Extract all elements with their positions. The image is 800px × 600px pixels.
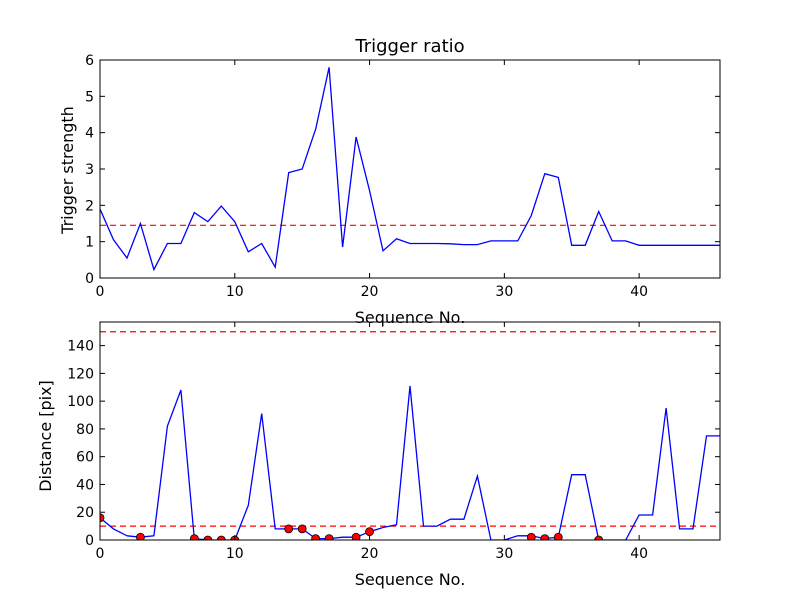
data-marker <box>526 532 536 540</box>
y-tick-label: 0 <box>85 533 94 549</box>
x-axis-label: Sequence No. <box>355 308 466 327</box>
x-tick-label: 30 <box>495 284 513 300</box>
plot-area <box>100 67 720 272</box>
y-tick-label: 20 <box>76 505 94 521</box>
x-tick-label: 0 <box>96 546 105 562</box>
data-marker <box>365 527 374 537</box>
data-marker <box>553 532 563 540</box>
y-tick-label: 3 <box>85 162 94 178</box>
axes-frame <box>99 321 721 541</box>
series-line <box>100 67 720 272</box>
data-marker <box>216 535 226 540</box>
y-tick-label: 140 <box>67 339 94 355</box>
data-marker <box>297 524 307 534</box>
x-tick-label: 20 <box>361 546 379 562</box>
x-tick-label: 10 <box>226 546 244 562</box>
x-tick-label: 0 <box>96 284 105 300</box>
distance-chart: Distance [pix] Sequence No. 0 10 20 30 40 0 20… <box>36 321 721 589</box>
y-tick-label: 100 <box>67 394 94 410</box>
data-marker <box>203 535 213 540</box>
x-tick-label: 30 <box>495 546 513 562</box>
y-axis-label: Trigger strength <box>58 106 77 235</box>
data-marker <box>594 535 604 540</box>
x-axis-label: Sequence No. <box>355 570 466 589</box>
y-tick-label: 80 <box>76 422 94 438</box>
data-marker <box>136 532 145 540</box>
y-tick-label: 2 <box>85 198 94 214</box>
data-marker <box>100 513 105 523</box>
x-tick-label: 40 <box>630 284 648 300</box>
y-tick-label: 6 <box>85 53 94 69</box>
x-tick-label: 40 <box>630 546 648 562</box>
data-marker <box>324 534 334 540</box>
y-tick-label: 40 <box>76 477 94 493</box>
x-tick-label: 10 <box>226 284 244 300</box>
data-marker <box>284 524 294 534</box>
y-tick-label: 0 <box>85 271 94 287</box>
x-tick-label: 20 <box>361 284 379 300</box>
y-tick-label: 120 <box>67 366 94 382</box>
data-marker <box>311 534 321 540</box>
data-marker <box>351 532 361 540</box>
y-tick-label: 5 <box>85 89 94 105</box>
chart-title: Trigger ratio <box>354 36 464 57</box>
y-tick-label: 60 <box>76 450 94 466</box>
y-tick-label: 4 <box>85 126 94 142</box>
y-tick-label: 1 <box>85 235 94 251</box>
data-marker <box>540 534 550 540</box>
y-axis-label: Distance [pix] <box>36 380 55 492</box>
data-marker <box>189 534 199 540</box>
